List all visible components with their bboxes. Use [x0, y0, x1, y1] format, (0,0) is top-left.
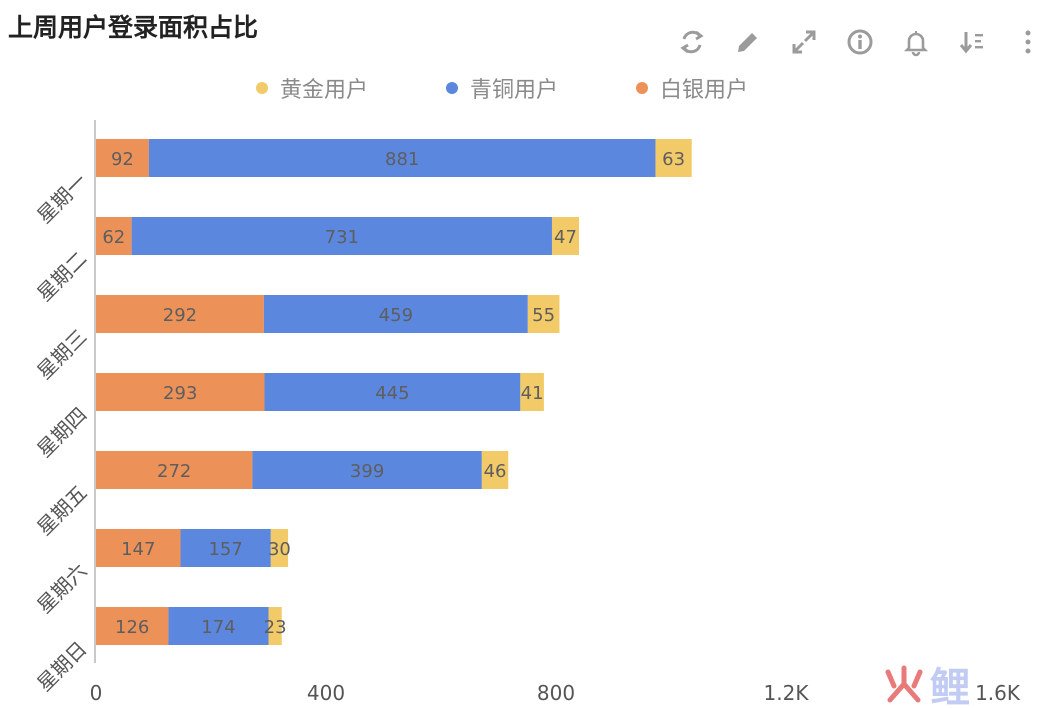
more-button[interactable] [1008, 22, 1048, 62]
bar-gold [268, 607, 282, 645]
bar-gold [655, 139, 692, 177]
refresh-button[interactable] [672, 22, 712, 62]
y-tick-label: 星期三 [32, 325, 91, 384]
x-tick-label: 0 [90, 681, 103, 705]
bar-silver [96, 139, 149, 177]
y-tick-label: 星期一 [32, 169, 91, 228]
data-label: 881 [385, 149, 419, 170]
x-tick-label: 1.2K [764, 681, 810, 705]
x-tick-label: 800 [537, 681, 575, 705]
data-label: 41 [521, 383, 544, 404]
toolbar [672, 22, 1042, 62]
data-label: 30 [268, 539, 291, 560]
data-label: 126 [115, 617, 149, 638]
legend: 黄金用户 青铜用户 白银用户 [0, 66, 1052, 106]
x-tick-label: 400 [307, 681, 345, 705]
page-title: 上周用户登录面积占比 [8, 13, 259, 42]
data-label: 157 [208, 539, 242, 560]
bar-gold [270, 529, 289, 567]
watermark-text: 鲤 [930, 665, 972, 708]
bar-gold [551, 217, 579, 255]
data-label: 174 [201, 617, 235, 638]
bar-bronze [168, 607, 269, 645]
bar-gold [527, 295, 560, 333]
edit-icon [738, 33, 757, 52]
data-label: 272 [157, 461, 191, 482]
y-tick-label: 星期日 [32, 637, 91, 696]
bar-bronze [131, 217, 552, 255]
legend-marker-gold [256, 82, 268, 94]
watermark: 鲤 [882, 660, 1032, 708]
expand-icon [792, 30, 816, 54]
legend-marker-bronze [446, 82, 458, 94]
y-tick-label: 星期五 [32, 481, 91, 540]
data-label: 147 [121, 539, 155, 560]
data-label: 292 [163, 305, 197, 326]
data-label: 23 [264, 617, 287, 638]
data-label: 293 [163, 383, 197, 404]
bar-silver [96, 607, 169, 645]
bar-silver [96, 529, 181, 567]
data-label: 92 [111, 149, 134, 170]
info-icon [847, 29, 873, 55]
data-label: 445 [375, 383, 409, 404]
bar-silver [96, 451, 253, 489]
legend-item-bronze[interactable]: 青铜用户 [446, 72, 558, 104]
sort-button[interactable] [952, 22, 992, 62]
bar-bronze [180, 529, 271, 567]
data-label: 63 [662, 149, 685, 170]
y-tick-label: 星期六 [32, 559, 91, 618]
edit-button[interactable] [728, 22, 768, 62]
bar-silver [96, 373, 265, 411]
legend-item-gold[interactable]: 黄金用户 [256, 72, 368, 104]
data-label: 459 [379, 305, 413, 326]
bar-bronze [264, 373, 521, 411]
bar-silver [96, 217, 132, 255]
refresh-icon [680, 30, 704, 54]
data-label: 399 [350, 461, 384, 482]
y-tick-label: 星期四 [32, 403, 91, 462]
expand-button[interactable] [784, 22, 824, 62]
data-label: 731 [325, 227, 359, 248]
bell-icon [903, 31, 929, 57]
bar-bronze [263, 295, 528, 333]
bar-silver [96, 295, 264, 333]
y-tick-label: 星期二 [32, 247, 91, 306]
data-label: 62 [102, 227, 125, 248]
legend-item-silver[interactable]: 白银用户 [636, 72, 748, 104]
data-label: 55 [532, 305, 555, 326]
data-label: 46 [484, 461, 507, 482]
bar-bronze [148, 139, 656, 177]
sort-descending-icon [959, 32, 983, 54]
data-label: 47 [554, 227, 577, 248]
legend-label-silver: 白银用户 [660, 78, 749, 103]
info-button[interactable] [840, 22, 880, 62]
bar-gold [520, 373, 544, 411]
legend-marker-silver [636, 82, 648, 94]
fire-logo-icon [885, 665, 923, 703]
bar-bronze [252, 451, 482, 489]
more-vertical-icon [1025, 30, 1031, 54]
x-tick-label: 1.6K [975, 681, 1021, 705]
legend-label-gold: 黄金用户 [280, 78, 369, 103]
bar-gold [481, 451, 509, 489]
legend-label-bronze: 青铜用户 [470, 78, 559, 103]
alert-button[interactable] [896, 22, 936, 62]
